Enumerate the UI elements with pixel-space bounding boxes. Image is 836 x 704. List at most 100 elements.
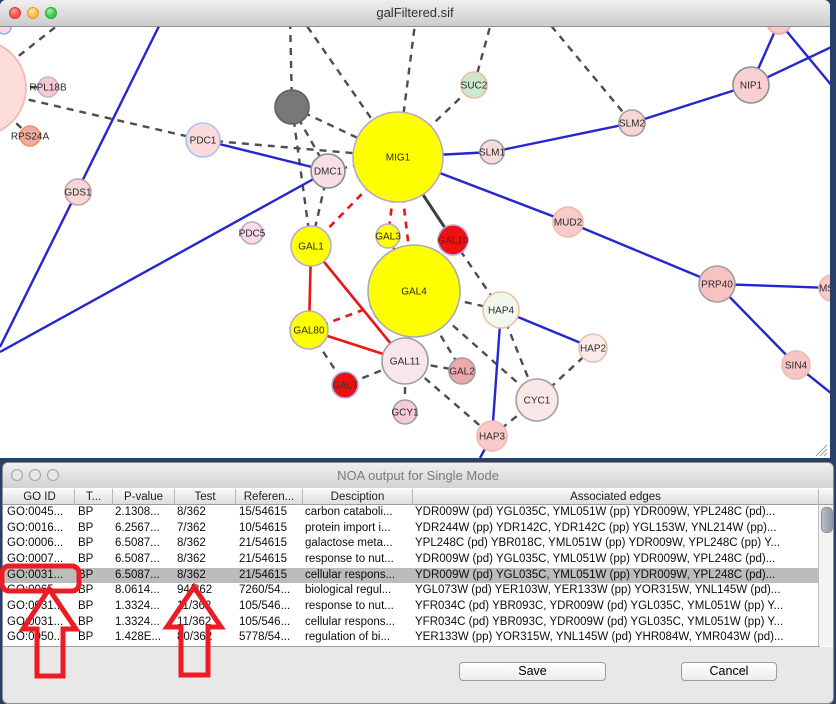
- table-row-1[interactable]: GO:0045... BP 2.1308... 8/362 15/54615 carbon…: [3, 505, 820, 521]
- table-header[interactable]: GO ID T... P-value Test Referen... Desciption…: [3, 488, 833, 505]
- node-MUD2[interactable]: [552, 206, 584, 238]
- column-header-type[interactable]: T...: [75, 489, 113, 505]
- node-HAP3[interactable]: [476, 420, 508, 452]
- node-BIGL[interactable]: [0, 40, 27, 136]
- node-PDC5[interactable]: [240, 221, 264, 245]
- node-GAL7[interactable]: [331, 371, 359, 399]
- table-row-2[interactable]: GO:0016... BP 6.2567... 7/362 10/54615 protei…: [3, 521, 820, 537]
- network-titlebar[interactable]: galFiltered.sif: [0, 0, 830, 27]
- column-header-test[interactable]: Test: [175, 489, 236, 505]
- node-HAP4[interactable]: [482, 291, 520, 329]
- node-DMC1[interactable]: [310, 153, 346, 189]
- edge-SLM2-NIP1[interactable]: [631, 83, 752, 125]
- node-SLM1[interactable]: [479, 139, 505, 165]
- network-canvas[interactable]: RPL18B RPS24A GDS1 PDC1 DMC1 MIG1 SUC2 SLM1 SLM2…: [0, 0, 830, 458]
- cell-type: BP: [78, 568, 94, 581]
- minimize-button[interactable]: [27, 7, 39, 19]
- node-CYC1[interactable]: [515, 378, 559, 422]
- edge-PDC1-MIG1[interactable]: [202, 138, 399, 159]
- node-NIP1[interactable]: [732, 66, 770, 104]
- cell-reference: 10/54615: [239, 521, 287, 534]
- cell-type: BP: [78, 521, 94, 534]
- node-RPS24A[interactable]: [19, 125, 41, 147]
- node-PDC1[interactable]: [185, 122, 221, 158]
- edge-BIGL-RPS24A[interactable]: [0, 88, 31, 137]
- node-label-MSL5: MSL5: [819, 284, 830, 295]
- cancel-button[interactable]: Cancel: [681, 662, 777, 681]
- table-row-4[interactable]: GO:0007... BP 6.5087... 8/362 21/54615 respon…: [3, 552, 820, 568]
- noa-window-title: NOA output for Single Mode: [337, 468, 499, 483]
- node-MSL5[interactable]: [818, 274, 830, 302]
- table-row-9[interactable]: GO:0050... BP 1.428E... 80/362 5778/54... reg…: [3, 630, 820, 646]
- node-RPL18B[interactable]: [37, 76, 59, 98]
- column-header-description[interactable]: Desciption: [303, 489, 413, 505]
- edge-GAL1-GAL11[interactable]: [309, 245, 407, 362]
- node-DARK[interactable]: [274, 89, 310, 125]
- cell-go_id: GO:0050...: [7, 631, 64, 644]
- node-SLM2[interactable]: [618, 109, 646, 137]
- cell-description: regulation of bi...: [305, 631, 391, 644]
- node-label-GAL3: GAL3: [375, 232, 401, 243]
- edge-SLM1-SLM2[interactable]: [491, 121, 633, 154]
- cell-p_value: 6.5087...: [115, 552, 160, 565]
- noa-zoom-button[interactable]: [47, 469, 59, 481]
- node-label-GAL10: GAL10: [437, 236, 469, 247]
- edge-offscreen-SLM2[interactable]: [542, 15, 633, 124]
- edge-MUD2-PRP40[interactable]: [567, 220, 718, 286]
- node-GDS1[interactable]: [64, 178, 92, 206]
- save-button[interactable]: Save: [459, 662, 606, 681]
- zoom-button[interactable]: [45, 7, 57, 19]
- node-GAL80[interactable]: [289, 310, 329, 350]
- node-PRP40[interactable]: [698, 265, 736, 303]
- node-label-HAP3: HAP3: [479, 432, 506, 443]
- column-header-p_value[interactable]: P-value: [113, 489, 175, 505]
- edge-TR1-offscreen[interactable]: [778, 21, 830, 98]
- edge-PDC1-DMC1[interactable]: [202, 138, 329, 173]
- edge-PRP40-SIN4[interactable]: [716, 283, 797, 366]
- noa-minimize-button[interactable]: [29, 469, 41, 481]
- node-label-GAL1: GAL1: [298, 242, 324, 253]
- cell-edges: YER133W (pp) YOR315W, YNL145W (pd) YHR08…: [415, 631, 784, 644]
- table-row-5-selected[interactable]: GO:0031... BP 6.5087... 8/362 21/54615 cellul…: [3, 567, 820, 584]
- table-row-7[interactable]: GO:0031... BP 1.3324... 11/362 105/546... res…: [3, 599, 820, 615]
- noa-close-button[interactable]: [11, 469, 23, 481]
- column-header-go_id[interactable]: GO ID: [5, 489, 75, 505]
- close-button[interactable]: [9, 7, 21, 19]
- node-SIN4[interactable]: [781, 350, 811, 380]
- cell-description: galactose meta...: [305, 537, 393, 550]
- node-label-PRP40: PRP40: [701, 280, 733, 291]
- cell-go_id: GO:0045...: [7, 506, 64, 518]
- column-header-reference[interactable]: Referen...: [236, 489, 303, 505]
- noa-titlebar[interactable]: NOA output for Single Mode: [3, 463, 833, 489]
- cell-p_value: 1.428E...: [115, 631, 162, 644]
- node-label-SLM2: SLM2: [619, 119, 646, 130]
- edge-GAL11-GAL2[interactable]: [404, 359, 463, 373]
- network-window: RPL18B RPS24A GDS1 PDC1 DMC1 MIG1 SUC2 SLM1 SLM2…: [0, 0, 830, 458]
- edge-HAP4-HAP3[interactable]: [490, 309, 503, 437]
- edge-MIG1-GAL4[interactable]: [396, 156, 416, 292]
- scrollbar-thumb[interactable]: [821, 507, 833, 533]
- node-SUC2[interactable]: [460, 71, 488, 99]
- table-row-8[interactable]: GO:0031... BP 1.3324... 11/362 105/546... cel…: [3, 615, 820, 631]
- edge-CYC1-HAP3[interactable]: [491, 399, 538, 437]
- node-GAL3[interactable]: [375, 223, 401, 249]
- column-header-edges[interactable]: Associated edges: [413, 489, 819, 505]
- table-row-3[interactable]: GO:0006... BP 6.5087... 8/362 21/54615 galact…: [3, 536, 820, 552]
- node-HAP2[interactable]: [578, 333, 608, 363]
- node-MIG1[interactable]: [352, 111, 444, 203]
- table-row-6[interactable]: GO:0065... BP 8.0614... 94/362 7260/54... bio…: [3, 583, 820, 599]
- edge-DARK-GAL1[interactable]: [290, 106, 313, 247]
- node-GCY1[interactable]: [392, 399, 418, 425]
- node-GAL2[interactable]: [448, 357, 476, 385]
- node-GAL1[interactable]: [290, 225, 332, 267]
- cell-test: 80/362: [177, 631, 213, 644]
- node-GAL4[interactable]: [367, 244, 461, 338]
- edge-BIGL-RPL18B[interactable]: [0, 85, 49, 89]
- node-GAL10[interactable]: [437, 224, 469, 256]
- vertical-scrollbar[interactable]: [818, 505, 833, 646]
- edge-DMC1-offscreen[interactable]: [0, 169, 329, 354]
- edge-PRP40-MSL5[interactable]: [716, 282, 830, 290]
- node-label-GCY1: GCY1: [391, 408, 419, 419]
- resize-grip-icon[interactable]: [814, 444, 828, 456]
- node-GAL11[interactable]: [381, 337, 429, 385]
